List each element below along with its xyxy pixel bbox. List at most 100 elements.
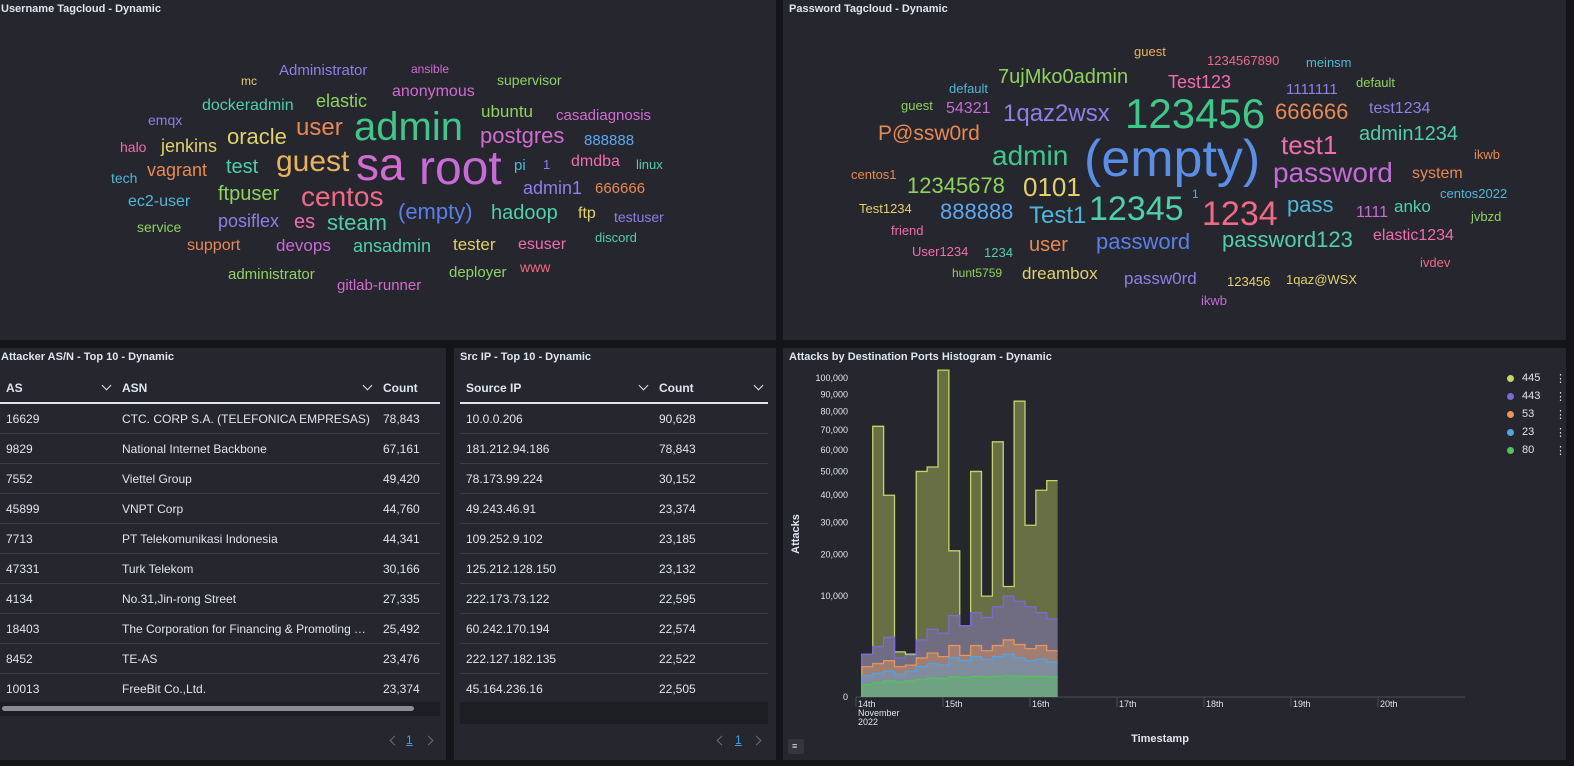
tag-word[interactable]: support [187, 237, 241, 254]
tag-word[interactable]: 1234 [1202, 195, 1278, 233]
tag-word[interactable]: password [1096, 229, 1191, 254]
tag-word[interactable]: password123 [1222, 227, 1353, 252]
tag-word[interactable]: 7ujMko0admin [998, 66, 1129, 88]
tag-word[interactable]: centos2022 [1440, 186, 1508, 201]
tag-word[interactable]: tech [111, 170, 138, 186]
tag-word[interactable]: elastic [316, 91, 368, 111]
as-number-link[interactable]: 16629 [0, 403, 116, 434]
tag-word[interactable]: test1 [1281, 130, 1338, 160]
tag-word[interactable]: 1111111 [1286, 81, 1338, 98]
tag-word[interactable]: ubuntu [481, 102, 533, 121]
tag-word[interactable]: centos [301, 181, 384, 212]
tag-word[interactable]: anko [1394, 197, 1431, 216]
tag-word[interactable]: tester [453, 235, 496, 254]
tag-word[interactable]: anonymous [392, 83, 475, 100]
source-ip-link[interactable]: 222.173.73.122 [460, 583, 653, 614]
source-ip-link[interactable]: 78.173.99.224 [460, 463, 653, 494]
tag-word[interactable]: sa [356, 138, 405, 190]
legend-options-icon[interactable]: ⋮ [1555, 427, 1566, 439]
tag-word[interactable]: Test1 [1029, 202, 1087, 229]
source-ip-link[interactable]: 125.212.128.150 [460, 553, 653, 584]
tag-word[interactable]: root [419, 142, 502, 195]
tag-word[interactable]: default [1356, 75, 1396, 90]
tag-word[interactable]: 666666 [1275, 99, 1349, 124]
legend-item[interactable]: 53 ⋮ [1507, 408, 1566, 421]
tag-word[interactable]: 888888 [584, 132, 635, 149]
tag-word[interactable]: ansible [411, 62, 450, 76]
legend-item[interactable]: 23 ⋮ [1507, 426, 1566, 439]
tag-word[interactable]: es [294, 211, 316, 233]
column-header-as[interactable]: AS [0, 374, 116, 404]
tag-word[interactable]: test [226, 156, 259, 178]
tag-word[interactable]: Test123 [1168, 72, 1232, 92]
source-ip-link[interactable]: 181.212.94.186 [460, 433, 653, 464]
tag-word[interactable]: service [137, 219, 182, 235]
source-ip-link[interactable]: 45.164.236.16 [460, 673, 653, 704]
tag-word[interactable]: hadoop [491, 202, 558, 224]
tag-word[interactable]: ftpuser [218, 183, 280, 205]
tag-word[interactable]: supervisor [497, 72, 562, 88]
as-number-link[interactable]: 47331 [0, 553, 116, 584]
tag-word[interactable]: ansadmin [353, 236, 432, 256]
tag-word[interactable]: guest [276, 145, 350, 178]
as-number-link[interactable]: 4134 [0, 583, 116, 614]
tag-word[interactable]: mc [241, 74, 257, 88]
tag-word[interactable]: P@ssw0rd [878, 122, 980, 145]
tag-word[interactable]: passw0rd [1124, 269, 1197, 288]
tag-word[interactable]: 1qaz@WSX [1286, 272, 1357, 287]
tag-word[interactable]: user [1029, 234, 1068, 256]
tag-word[interactable]: user [296, 114, 343, 141]
tag-word[interactable]: linux [636, 157, 663, 172]
tag-word[interactable]: oracle [227, 124, 287, 149]
next-page-icon[interactable] [751, 735, 762, 746]
source-ip-link[interactable]: 109.252.9.102 [460, 523, 653, 554]
legend-options-icon[interactable]: ⋮ [1555, 391, 1566, 403]
tag-word[interactable]: emqx [148, 112, 183, 128]
tag-word[interactable]: devops [276, 236, 331, 255]
tag-word[interactable]: gitlab-runner [337, 277, 422, 294]
column-header-count[interactable]: Count [653, 374, 768, 404]
tag-word[interactable]: User1234 [912, 244, 969, 259]
tag-word[interactable]: esuser [518, 236, 567, 253]
source-ip-link[interactable]: 10.0.0.206 [460, 403, 653, 434]
scrollbar-thumb[interactable] [2, 706, 414, 711]
as-number-link[interactable]: 18403 [0, 613, 116, 644]
legend-options-icon[interactable]: ⋮ [1555, 409, 1566, 421]
tag-word[interactable]: system [1412, 165, 1463, 182]
tag-word[interactable]: admin [992, 140, 1069, 171]
tag-word[interactable]: 12345 [1089, 190, 1184, 228]
column-header-count[interactable]: Count [377, 374, 440, 404]
legend-item[interactable]: 443 ⋮ [1507, 390, 1566, 403]
tag-word[interactable]: meinsm [1306, 55, 1352, 70]
tag-word[interactable]: vagrant [147, 160, 208, 180]
chevron-down-icon[interactable] [638, 380, 649, 391]
tag-word[interactable]: 54321 [946, 100, 991, 117]
tag-word[interactable]: pi [514, 157, 526, 174]
tag-word[interactable]: default [949, 81, 989, 96]
tag-word[interactable]: posiflex [218, 211, 280, 231]
tag-word[interactable]: centos1 [851, 167, 897, 182]
tag-word[interactable]: 666666 [595, 180, 646, 197]
tag-word[interactable]: hunt5759 [952, 266, 1003, 280]
page-number-link[interactable]: 1 [406, 733, 413, 747]
tag-word[interactable]: guest [1134, 44, 1166, 59]
tag-word[interactable]: casadiagnosis [556, 107, 652, 124]
tag-word[interactable]: test1234 [1369, 100, 1431, 117]
tag-word[interactable]: Test1234 [859, 201, 912, 216]
chevron-down-icon[interactable] [753, 380, 764, 391]
tag-word[interactable]: steam [327, 210, 387, 235]
as-number-link[interactable]: 7552 [0, 463, 116, 494]
legend-toggle-button[interactable]: ≡ [788, 739, 804, 754]
tag-word[interactable]: 1111 [1356, 204, 1389, 221]
tag-word[interactable]: postgres [480, 123, 565, 148]
tag-word[interactable]: (empty) [1084, 130, 1261, 188]
tag-word[interactable]: 12345678 [907, 173, 1005, 198]
next-page-icon[interactable] [423, 735, 434, 746]
column-header-asn[interactable]: ASN [116, 374, 377, 404]
tag-word[interactable]: 1qaz2wsx [1003, 100, 1110, 127]
tag-word[interactable]: dreambox [1022, 264, 1098, 283]
chevron-down-icon[interactable] [101, 380, 112, 391]
tag-word[interactable]: discord [595, 230, 637, 245]
tag-word[interactable]: administrator [228, 266, 315, 283]
tag-word[interactable]: admin [354, 105, 463, 149]
